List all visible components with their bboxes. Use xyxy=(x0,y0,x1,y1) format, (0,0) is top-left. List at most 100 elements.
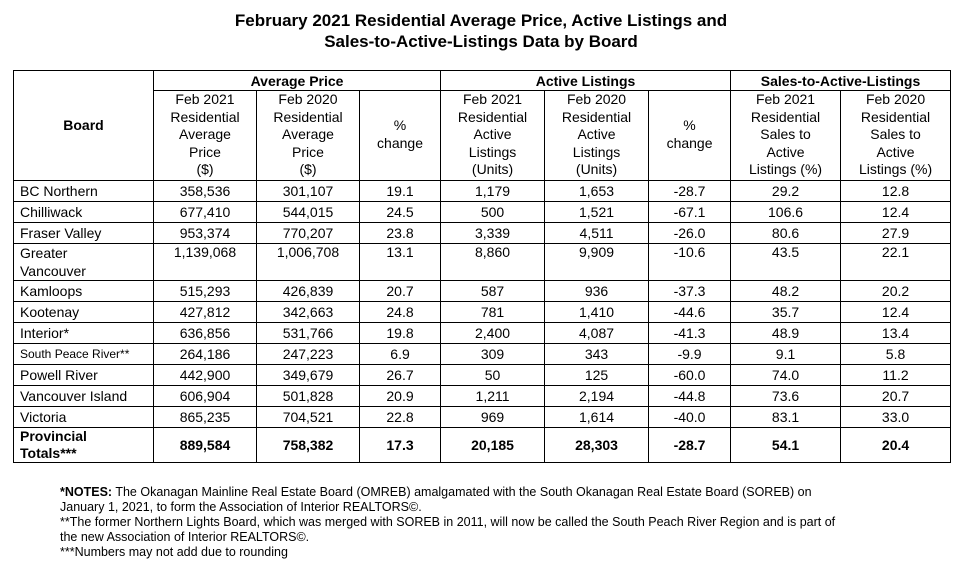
avg-price-change: 20.9 xyxy=(358,384,442,406)
avg-price-change: 24.8 xyxy=(358,300,442,322)
header-line: change xyxy=(377,134,423,151)
header-line: Listings xyxy=(572,143,621,160)
sales-ratio-2020: 33.0 xyxy=(840,405,952,427)
active-2020: 1,614 xyxy=(544,405,650,427)
avg-price-2020: 342,663 xyxy=(256,300,360,322)
board-header: Board xyxy=(13,70,154,181)
sales-to-active-group-header: Sales-to-Active-Listings xyxy=(730,70,952,91)
avg-price-2020: 501,828 xyxy=(256,384,360,406)
header-line: Sales to xyxy=(870,126,921,142)
header-line: Active xyxy=(473,126,512,142)
active-2021: 500 xyxy=(440,200,546,222)
header-line: Residential xyxy=(860,108,931,125)
board-name: Provincial Totals*** xyxy=(13,426,154,463)
active-change-header: % change xyxy=(648,90,732,181)
header-line: Feb 2021 xyxy=(755,91,816,107)
avg-price-change: 19.8 xyxy=(358,321,442,343)
avg-price-2021-header: Feb 2021 Residential Average Price ($) xyxy=(153,90,257,181)
table-row: South Peace River** 264,186 247,223 6.9 … xyxy=(13,342,952,364)
avg-price-2021: 442,900 xyxy=(153,363,257,385)
header-line: change xyxy=(666,134,713,151)
avg-price-2021: 865,235 xyxy=(153,405,257,427)
active-2021: 20,185 xyxy=(440,426,546,463)
sales-ratio-2020-header: Feb 2020 Residential Sales to Active Listing… xyxy=(840,90,952,181)
avg-price-2021: 606,904 xyxy=(153,384,257,406)
totals-label-line-1: Provincial xyxy=(20,427,87,444)
active-2021: 50 xyxy=(440,363,546,385)
active-change: -9.9 xyxy=(648,342,732,364)
avg-price-change: 22.8 xyxy=(358,405,442,427)
header-line: Residential xyxy=(170,108,240,125)
active-2020: 343 xyxy=(544,342,650,364)
avg-price-2021: 1,139,068 xyxy=(153,242,257,280)
footnote-3: ***Numbers may not add due to rounding xyxy=(60,545,288,559)
header-line: Residential xyxy=(561,108,632,125)
board-name: Victoria xyxy=(13,405,154,427)
avg-price-2020: 544,015 xyxy=(256,200,360,222)
board-name-line-2: Vancouver xyxy=(20,262,86,279)
active-2021: 781 xyxy=(440,300,546,322)
avg-price-change: 24.5 xyxy=(358,200,442,222)
sales-ratio-2020: 12.4 xyxy=(840,300,952,322)
active-2021: 3,339 xyxy=(440,221,546,243)
sales-ratio-2020: 13.4 xyxy=(840,321,952,343)
header-line: (Units) xyxy=(471,161,514,177)
avg-price-change: 6.9 xyxy=(358,342,442,364)
header-line: Listings (%) xyxy=(858,161,933,177)
totals-label-line-2: Totals*** xyxy=(20,444,77,461)
table-row: Victoria 865,235 704,521 22.8 969 1,614 … xyxy=(13,405,952,427)
active-change: -60.0 xyxy=(648,363,732,385)
table-row: BC Northern 358,536 301,107 19.1 1,179 1… xyxy=(13,179,952,201)
sales-ratio-2021: 74.0 xyxy=(730,363,842,385)
active-2021: 8,860 xyxy=(440,242,546,280)
header-line: Active xyxy=(876,143,915,160)
board-data-table: Board Average Price Active Listings Sale… xyxy=(13,70,952,463)
avg-price-2020: 770,207 xyxy=(256,221,360,243)
active-2021: 2,400 xyxy=(440,321,546,343)
notes-label: *NOTES: xyxy=(60,485,113,499)
header-line: ($) xyxy=(299,161,317,177)
sales-ratio-2021: 54.1 xyxy=(730,426,842,463)
footnote-1-continued: January 1, 2021, to form the Association… xyxy=(60,500,422,514)
active-2021: 309 xyxy=(440,342,546,364)
avg-price-change: 23.8 xyxy=(358,221,442,243)
active-2021-header: Feb 2021 Residential Active Listings (Units) xyxy=(440,90,546,181)
active-2020: 4,511 xyxy=(544,221,650,243)
provincial-totals-row: Provincial Totals*** 889,584 758,382 17.3… xyxy=(13,426,952,463)
page-title: February 2021 Residential Average Price,… xyxy=(0,10,962,52)
active-listings-group-header: Active Listings xyxy=(440,70,732,91)
active-change: -28.7 xyxy=(648,179,732,201)
header-line: Average xyxy=(282,126,334,142)
active-change: -67.1 xyxy=(648,200,732,222)
table-row: Interior* 636,856 531,766 19.8 2,400 4,0… xyxy=(13,321,952,343)
table-row: Vancouver Island 606,904 501,828 20.9 1,… xyxy=(13,384,952,406)
sales-ratio-2021: 48.2 xyxy=(730,279,842,301)
header-line: Price xyxy=(292,143,324,160)
header-line: Feb 2021 xyxy=(175,91,235,107)
board-name: Interior* xyxy=(13,321,154,343)
avg-price-2021: 264,186 xyxy=(153,342,257,364)
avg-price-2021: 427,812 xyxy=(153,300,257,322)
header-line: Feb 2021 xyxy=(462,91,523,107)
table-row: Fraser Valley 953,374 770,207 23.8 3,339… xyxy=(13,221,952,243)
active-2021: 1,179 xyxy=(440,179,546,201)
avg-price-2020: 704,521 xyxy=(256,405,360,427)
avg-price-2020-header: Feb 2020 Residential Average Price ($) xyxy=(256,90,360,181)
header-line: Feb 2020 xyxy=(278,91,338,107)
header-line: Price xyxy=(189,143,221,160)
avg-price-change: 19.1 xyxy=(358,179,442,201)
sales-ratio-2020: 20.2 xyxy=(840,279,952,301)
sales-ratio-2020: 20.4 xyxy=(840,426,952,463)
table-row: Kootenay 427,812 342,663 24.8 781 1,410 … xyxy=(13,300,952,322)
board-name: Vancouver Island xyxy=(13,384,154,406)
active-change: -41.3 xyxy=(648,321,732,343)
active-2020: 1,410 xyxy=(544,300,650,322)
header-line: ($) xyxy=(196,161,214,177)
sales-ratio-2021: 35.7 xyxy=(730,300,842,322)
active-change: -44.8 xyxy=(648,384,732,406)
active-change: -10.6 xyxy=(648,242,732,280)
sales-ratio-2021: 80.6 xyxy=(730,221,842,243)
footnotes: *NOTES: The Okanagan Mainline Real Estat… xyxy=(60,485,940,560)
active-2020-header: Feb 2020 Residential Active Listings (Units) xyxy=(544,90,650,181)
active-2020: 125 xyxy=(544,363,650,385)
